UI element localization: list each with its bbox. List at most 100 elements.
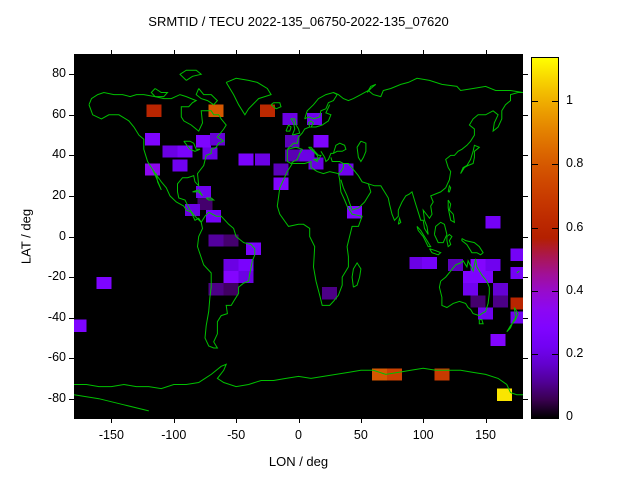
- heat-cell: [485, 216, 501, 229]
- coastline-path: [397, 216, 402, 225]
- heat-cell: [208, 104, 224, 117]
- heat-cell: [223, 270, 239, 284]
- coastlines: [74, 69, 523, 412]
- heat-cell: [197, 197, 213, 211]
- tick-mark: [523, 155, 528, 157]
- tick-mark: [523, 195, 528, 197]
- coastline-path: [74, 394, 149, 412]
- coastline-path: [447, 199, 456, 224]
- heat-cell: [434, 368, 450, 381]
- y-tick-label: 20: [52, 187, 66, 202]
- coastline-path: [313, 158, 318, 163]
- tick-mark: [360, 419, 362, 423]
- heat-cell: [421, 256, 437, 269]
- coastline-path: [447, 184, 452, 193]
- colorbar-tick-label: 0: [566, 409, 573, 423]
- tick-mark: [485, 419, 487, 423]
- tick-mark: [69, 358, 74, 360]
- tick-mark: [69, 195, 74, 197]
- heatmap-cells: [74, 104, 523, 401]
- heat-cell: [463, 270, 479, 284]
- heat-cell: [322, 287, 338, 300]
- tick-mark: [532, 101, 538, 103]
- coastline-path: [179, 69, 203, 81]
- heat-cell: [493, 283, 509, 296]
- x-tick-label: -100: [161, 428, 187, 442]
- heat-cell: [238, 258, 254, 271]
- tick-mark: [523, 358, 528, 360]
- coastline-path: [152, 169, 162, 191]
- tick-mark: [111, 419, 113, 423]
- heat-cell: [470, 258, 486, 271]
- tick-mark: [523, 114, 528, 116]
- heat-cell: [238, 153, 254, 166]
- coastline-path: [196, 211, 256, 349]
- coastline-path: [478, 319, 484, 325]
- colorbar-tick-label: 0.8: [566, 156, 584, 171]
- heat-cell: [409, 256, 425, 269]
- chart-title: SRMTID / TECU 2022-135_06750-2022-135_07…: [148, 14, 449, 29]
- heat-cell: [223, 234, 239, 247]
- y-tick-label: 60: [52, 106, 66, 121]
- heat-cell: [490, 333, 506, 346]
- world-map-svg: [74, 69, 523, 412]
- tick-mark: [532, 417, 538, 418]
- tick-mark: [69, 74, 74, 76]
- coastline-path: [88, 91, 227, 223]
- x-tick-label: 100: [412, 428, 434, 442]
- coastline-path: [461, 238, 484, 256]
- tick-mark: [236, 50, 238, 54]
- coastline-path: [320, 142, 347, 163]
- tick-mark: [69, 236, 74, 238]
- coastline-path: [333, 77, 523, 235]
- heat-cell: [496, 388, 512, 401]
- tick-mark: [523, 236, 528, 238]
- tick-mark: [485, 50, 487, 54]
- heat-cell: [338, 163, 354, 176]
- heat-cell: [347, 206, 363, 219]
- y-tick-label: -40: [47, 309, 66, 324]
- tick-mark: [298, 419, 300, 423]
- heat-cell: [387, 368, 403, 381]
- coastline-path: [304, 91, 338, 120]
- coastline-path: [195, 88, 219, 106]
- heat-cell: [146, 104, 162, 117]
- coastline-path: [205, 197, 216, 201]
- heat-cell: [254, 153, 270, 166]
- coastline-path: [192, 189, 203, 197]
- colorbar-tick-label: 1: [566, 93, 573, 108]
- coastline-path: [285, 124, 292, 132]
- x-tick-label: -150: [98, 428, 124, 442]
- heat-cell: [208, 283, 224, 296]
- heat-cell: [470, 295, 486, 308]
- tick-mark: [532, 227, 538, 229]
- x-tick-label: 150: [475, 428, 496, 442]
- heat-cell: [209, 133, 225, 146]
- tick-mark: [532, 290, 538, 292]
- coastline-path: [429, 248, 442, 256]
- coastline-path: [433, 221, 448, 244]
- heat-cell: [172, 159, 188, 172]
- coastline-path: [366, 83, 377, 93]
- tick-mark: [552, 164, 558, 166]
- heat-cell: [162, 145, 178, 158]
- y-tick-label: -60: [47, 350, 66, 365]
- tick-mark: [173, 419, 175, 423]
- heat-cell: [196, 135, 212, 148]
- tick-mark: [523, 277, 528, 279]
- y-tick-label: 0: [59, 228, 66, 243]
- heat-cell: [202, 147, 218, 160]
- x-axis-label: LON / deg: [268, 454, 329, 469]
- tick-mark: [552, 290, 558, 292]
- heat-cell: [259, 104, 275, 117]
- x-tick-label: 0: [295, 428, 302, 442]
- tick-mark: [552, 101, 558, 103]
- coastline-path: [416, 226, 432, 248]
- heat-cell: [478, 307, 494, 320]
- coastline-path: [292, 157, 344, 175]
- map-plot: [74, 54, 523, 419]
- coastline-path: [506, 307, 519, 333]
- heat-cell: [246, 242, 262, 255]
- tick-mark: [523, 74, 528, 76]
